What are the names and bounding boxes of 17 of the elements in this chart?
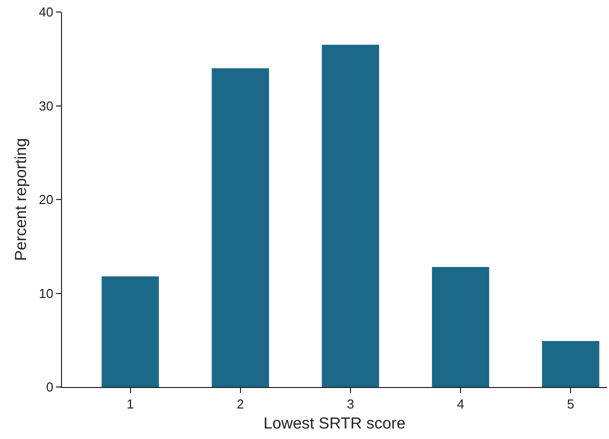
bar	[102, 276, 159, 387]
x-tick-label: 2	[236, 396, 244, 412]
x-axis-title: Lowest SRTR score	[264, 415, 406, 432]
bar	[212, 68, 269, 387]
y-tick-label: 10	[38, 286, 54, 301]
x-tick-label: 5	[567, 396, 574, 412]
y-axis-title: Percent reporting	[12, 138, 30, 261]
y-tick-label: 40	[38, 4, 54, 20]
y-tick-label: 0	[46, 380, 54, 395]
x-tick-label: 3	[346, 396, 354, 412]
bar	[322, 44, 380, 387]
y-tick-label: 20	[38, 192, 54, 208]
bar	[432, 267, 490, 387]
y-tick-label: 30	[38, 98, 54, 114]
bar	[542, 341, 600, 387]
x-tick-label: 1	[126, 396, 134, 412]
x-tick-label: 4	[456, 396, 464, 412]
